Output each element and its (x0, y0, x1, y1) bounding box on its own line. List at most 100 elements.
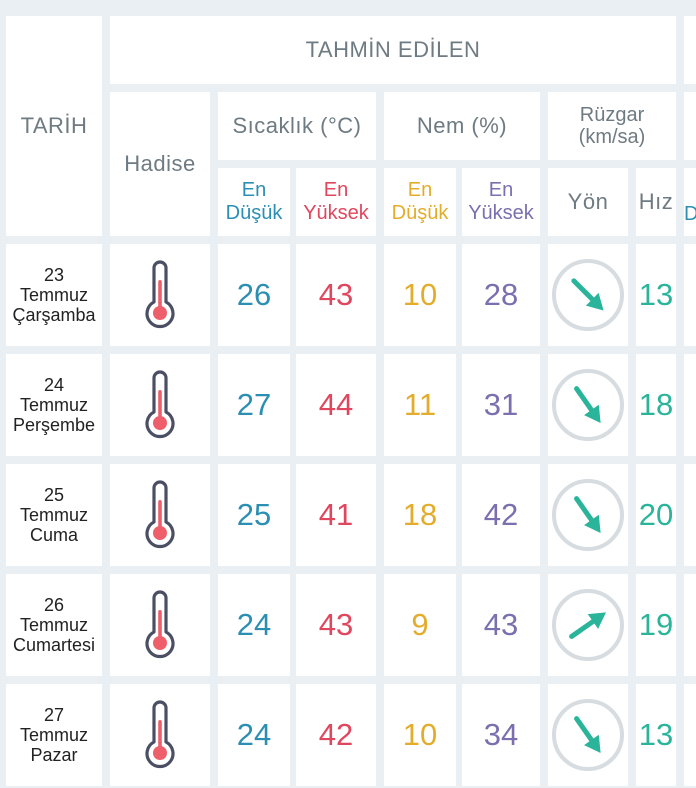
date-weekday: Çarşamba (12, 305, 96, 325)
temp-high-value: 42 (296, 684, 376, 786)
temperature-header-label: Sıcaklık (°C) (232, 113, 362, 138)
row-right-edge (684, 464, 696, 566)
event-cell (110, 244, 210, 346)
event-cell (110, 574, 210, 676)
temp-low-value: 24 (218, 684, 290, 786)
date-cell: 24 Temmuz Perşembe (6, 354, 102, 456)
date-weekday: Cuma (29, 525, 78, 545)
hum-high-value: 34 (462, 684, 540, 786)
header-right-edge-2 (684, 92, 696, 160)
temp-high-value: 44 (296, 354, 376, 456)
row-right-edge (684, 244, 696, 346)
temp-high-number: 43 (318, 607, 354, 642)
wind-direction-cell (548, 354, 628, 456)
thermometer-icon (145, 590, 175, 659)
thermometer-icon (145, 700, 175, 769)
date-cell: 23 Temmuz Çarşamba (6, 244, 102, 346)
date-cell: 25 Temmuz Cuma (6, 464, 102, 566)
hum-low-number: 10 (402, 277, 438, 312)
date-weekday: Perşembe (12, 415, 96, 435)
date-weekday: Pazar (30, 745, 78, 765)
wind-speed-value: 19 (636, 574, 676, 676)
hum-high-number: 31 (483, 387, 519, 422)
temp-high-value: 41 (296, 464, 376, 566)
date-day: 24 (43, 375, 65, 395)
header-right-edge (684, 16, 696, 84)
wind-header-unit: (km/sa) (578, 126, 646, 148)
temp-high-sub-en: En (323, 179, 349, 201)
wind-speed-value: 13 (636, 244, 676, 346)
wind-header: Rüzgar (km/sa) (548, 92, 676, 160)
hum-high-value: 28 (462, 244, 540, 346)
wind-direction-cell (548, 244, 628, 346)
wind-speed-number: 18 (638, 387, 674, 422)
temp-high-value: 43 (296, 574, 376, 676)
hum-low-value: 10 (384, 244, 456, 346)
temp-low-subheader: En Düşük (218, 168, 290, 236)
thermometer-icon (145, 260, 175, 329)
hum-low-sub-en: En (407, 179, 433, 201)
wind-speed-value: 18 (636, 354, 676, 456)
humidity-header-label: Nem (%) (416, 113, 508, 138)
wind-speed-number: 20 (638, 497, 674, 532)
humidity-header: Nem (%) (384, 92, 540, 160)
wind-direction-cell (548, 574, 628, 676)
date-month: Temmuz (19, 505, 88, 525)
hum-high-subheader: En Yüksek (462, 168, 540, 236)
temp-low-value: 24 (218, 574, 290, 676)
date-cell: 26 Temmuz Cumartesi (6, 574, 102, 676)
temp-high-value: 43 (296, 244, 376, 346)
wind-speed-sub-label: Hız (638, 189, 674, 214)
wind-direction-cell (548, 684, 628, 786)
temp-low-value: 27 (218, 354, 290, 456)
temp-low-number: 26 (236, 277, 272, 312)
hum-high-number: 34 (483, 717, 519, 752)
row-right-edge (684, 574, 696, 676)
date-header-label: TARİH (20, 113, 88, 138)
forecast-header-label: TAHMİN EDİLEN (305, 37, 481, 62)
forecast-header: TAHMİN EDİLEN (110, 16, 676, 84)
hum-low-value: 11 (384, 354, 456, 456)
temp-high-number: 43 (318, 277, 354, 312)
date-month: Temmuz (19, 615, 88, 635)
thermometer-icon (145, 370, 175, 439)
thermometer-icon (145, 480, 175, 549)
hum-low-sub-label: Düşük (391, 202, 449, 224)
date-day: 26 (43, 595, 65, 615)
hum-low-value: 10 (384, 684, 456, 786)
hum-low-subheader: En Düşük (384, 168, 456, 236)
temp-low-sub-en: En (241, 179, 267, 201)
wind-direction-arrow-icon (552, 479, 624, 551)
temp-high-sub-label: Yüksek (303, 202, 369, 224)
hum-low-number: 10 (402, 717, 438, 752)
event-header-label: Hadise (124, 151, 196, 176)
hum-high-value: 42 (462, 464, 540, 566)
row-right-edge (684, 684, 696, 786)
wind-direction-cell (548, 464, 628, 566)
temp-high-number: 42 (318, 717, 354, 752)
temp-high-subheader: En Yüksek (296, 168, 376, 236)
hum-high-value: 43 (462, 574, 540, 676)
date-cell: 27 Temmuz Pazar (6, 684, 102, 786)
wind-direction-arrow-icon (552, 699, 624, 771)
wind-direction-arrow-icon (552, 589, 624, 661)
temperature-header: Sıcaklık (°C) (218, 92, 376, 160)
wind-direction-sub-label: Yön (567, 189, 609, 214)
hum-low-number: 18 (402, 497, 438, 532)
wind-direction-arrow-icon (552, 259, 624, 331)
wind-direction-subheader: Yön (548, 168, 628, 236)
row-right-edge (684, 354, 696, 456)
temp-low-number: 24 (236, 607, 272, 642)
temp-low-value: 25 (218, 464, 290, 566)
event-cell (110, 684, 210, 786)
temp-low-number: 25 (236, 497, 272, 532)
date-month: Temmuz (19, 285, 88, 305)
temp-low-sub-label: Düşük (225, 202, 283, 224)
wind-speed-number: 19 (638, 607, 674, 642)
hum-low-number: 11 (403, 387, 437, 422)
temp-high-number: 44 (318, 387, 354, 422)
cut-off-subheader: D (684, 168, 696, 236)
hum-low-value: 18 (384, 464, 456, 566)
date-column-header: TARİH (6, 16, 102, 236)
date-day: 23 (43, 265, 65, 285)
